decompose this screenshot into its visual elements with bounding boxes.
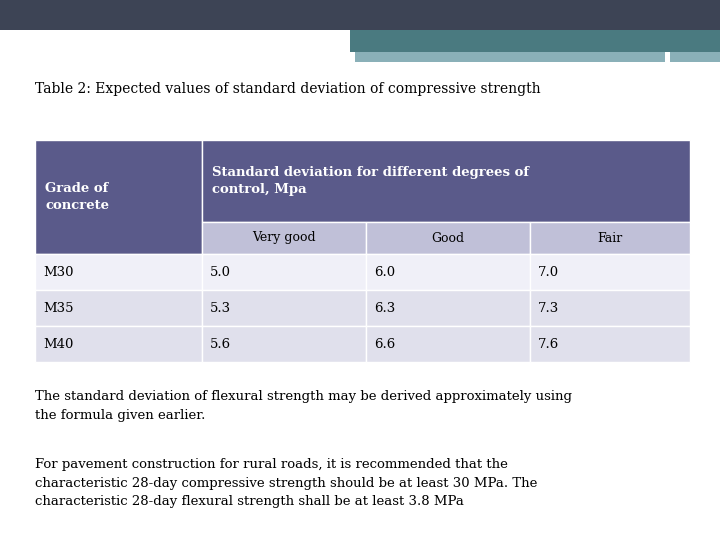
Bar [529, 326, 690, 362]
Bar [202, 140, 690, 222]
Text: Standard deviation for different degrees of
control, Mpa: Standard deviation for different degrees… [212, 166, 529, 196]
Bar [529, 290, 690, 326]
Bar [529, 222, 690, 254]
Bar [350, 30, 720, 52]
Text: For pavement construction for rural roads, it is recommended that the
characteri: For pavement construction for rural road… [35, 458, 537, 508]
Text: The standard deviation of flexural strength may be derived approximately using
t: The standard deviation of flexural stren… [35, 390, 572, 422]
Bar [202, 290, 366, 326]
Bar [670, 52, 720, 62]
Text: M30: M30 [43, 266, 73, 279]
Text: 5.6: 5.6 [210, 338, 231, 350]
Bar [35, 254, 202, 290]
Text: 7.0: 7.0 [538, 266, 559, 279]
Bar [366, 290, 529, 326]
Bar [202, 326, 366, 362]
Bar [0, 0, 720, 30]
Text: M40: M40 [43, 338, 73, 350]
Bar [529, 254, 690, 290]
Bar [366, 326, 529, 362]
Text: 5.0: 5.0 [210, 266, 231, 279]
Text: Good: Good [431, 232, 464, 245]
Text: 6.3: 6.3 [374, 301, 395, 314]
Text: 6.0: 6.0 [374, 266, 395, 279]
Text: Fair: Fair [597, 232, 622, 245]
Text: Grade of
concrete: Grade of concrete [45, 182, 109, 212]
Text: Very good: Very good [252, 232, 315, 245]
Bar [35, 290, 202, 326]
Bar [366, 222, 529, 254]
Bar [35, 140, 202, 254]
Text: Table 2: Expected values of standard deviation of compressive strength: Table 2: Expected values of standard dev… [35, 82, 541, 96]
Bar [35, 326, 202, 362]
Bar [202, 254, 366, 290]
Text: 7.3: 7.3 [538, 301, 559, 314]
Bar [355, 52, 665, 62]
Text: 6.6: 6.6 [374, 338, 395, 350]
Bar [202, 222, 366, 254]
Text: 5.3: 5.3 [210, 301, 231, 314]
Text: M35: M35 [43, 301, 73, 314]
Bar [366, 254, 529, 290]
Text: 7.6: 7.6 [538, 338, 559, 350]
